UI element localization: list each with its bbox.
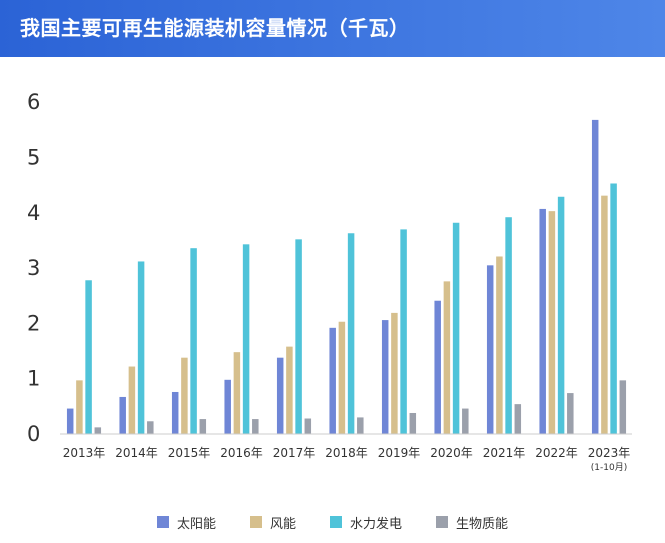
legend-swatch [436,516,449,528]
bar-太阳能-2013年 [66,408,74,434]
bar-太阳能-2015年 [171,391,179,434]
bar-水力发电-2017年 [295,239,302,434]
chart-legend: 太阳能 风能 水力发电 生物质能 [0,512,665,532]
bar-生物质能-2015年 [199,419,207,434]
bar-风能-2013年 [76,380,83,434]
y-axis-ticks: 0 1 2 3 4 5 6 [27,90,40,446]
bar-groups [66,119,627,434]
bar-生物质能-2021年 [514,404,522,434]
bar-生物质能-2013年 [94,427,102,434]
x-tick-label: 2014年 [115,446,158,460]
x-tick-label: 2020年 [430,446,473,460]
bar-水力发电-2016年 [242,244,250,434]
bar-水力发电-2013年 [85,280,92,434]
bar-风能-2015年 [181,357,188,434]
legend-label: 水力发电 [350,516,403,532]
bar-水力发电-2022年 [557,196,565,434]
legend-label: 风能 [269,516,296,532]
y-tick-label: 3 [27,256,40,280]
x-tick-label: 2023年 [588,446,631,460]
x-tick-note: (1-10月) [591,462,627,473]
legend-label: 生物质能 [456,516,509,532]
chart-title: 我国主要可再生能源装机容量情况（千瓦） [20,16,410,40]
bar-水力发电-2018年 [347,233,355,434]
bar-生物质能-2018年 [357,417,364,434]
legend-label: 太阳能 [176,516,216,532]
x-tick-label: 2019年 [378,446,421,460]
bar-水力发电-2021年 [505,217,512,434]
legend-swatch [330,516,342,528]
legend-swatch [156,516,169,528]
bar-生物质能-2014年 [147,421,154,434]
legend-item: 风能 [249,513,296,532]
y-tick-label: 6 [27,90,40,114]
chart-header: 我国主要可再生能源装机容量情况（千瓦） [0,0,665,57]
x-tick-label: 2017年 [273,446,316,460]
x-tick-label: 2018年 [325,446,368,460]
legend-swatch [249,516,262,528]
bar-水力发电-2020年 [452,222,460,434]
bar-太阳能-2016年 [224,379,231,434]
bar-太阳能-2019年 [381,320,389,434]
bar-风能-2020年 [443,281,451,434]
x-axis-labels: 2013年 2014年 2015年 2016年 2017年 2018年 2019年 2020年… [63,446,631,473]
y-tick-label: 0 [27,422,40,446]
bar-太阳能-2014年 [119,396,126,434]
x-tick-label: 2013年 [63,446,106,460]
y-tick-label: 1 [27,367,40,391]
bar-风能-2014年 [128,366,136,434]
bar-风能-2021年 [496,256,503,434]
bar-太阳能-2020年 [434,300,441,434]
bar-太阳能-2022年 [539,208,546,434]
y-tick-label: 4 [27,201,40,225]
bar-风能-2016年 [233,352,241,434]
bar-太阳能-2018年 [329,327,336,434]
bar-风能-2022年 [548,211,556,434]
x-tick-label: 2016年 [220,446,263,460]
legend-item: 水力发电 [330,513,402,532]
x-tick-label: 2021年 [483,446,526,460]
legend-item: 太阳能 [156,513,216,532]
bar-生物质能-2017年 [304,418,312,434]
y-tick-label: 2 [27,311,40,335]
bar-太阳能-2017年 [276,357,284,434]
bar-风能-2017年 [286,346,293,434]
x-tick-label: 2022年 [535,446,578,460]
bar-风能-2019年 [391,312,398,434]
bar-太阳能-2021年 [486,265,494,434]
bar-水力发电-2019年 [400,229,407,434]
bar-生物质能-2020年 [462,408,469,434]
bar-生物质能-2019年 [409,412,417,434]
bar-水力发电-2014年 [137,261,145,434]
x-tick-label: 2015年 [168,446,211,460]
bar-生物质能-2023年 [619,380,627,434]
bar-风能-2023年 [601,195,608,434]
legend-item: 生物质能 [436,513,508,532]
bar-水力发电-2015年 [190,248,197,434]
bar-太阳能-2023年 [591,119,599,434]
bar-生物质能-2016年 [252,419,259,434]
bar-水力发电-2023年 [610,183,617,434]
y-tick-label: 5 [27,146,40,170]
bar-风能-2018年 [338,321,346,434]
bar-生物质能-2022年 [567,393,574,434]
